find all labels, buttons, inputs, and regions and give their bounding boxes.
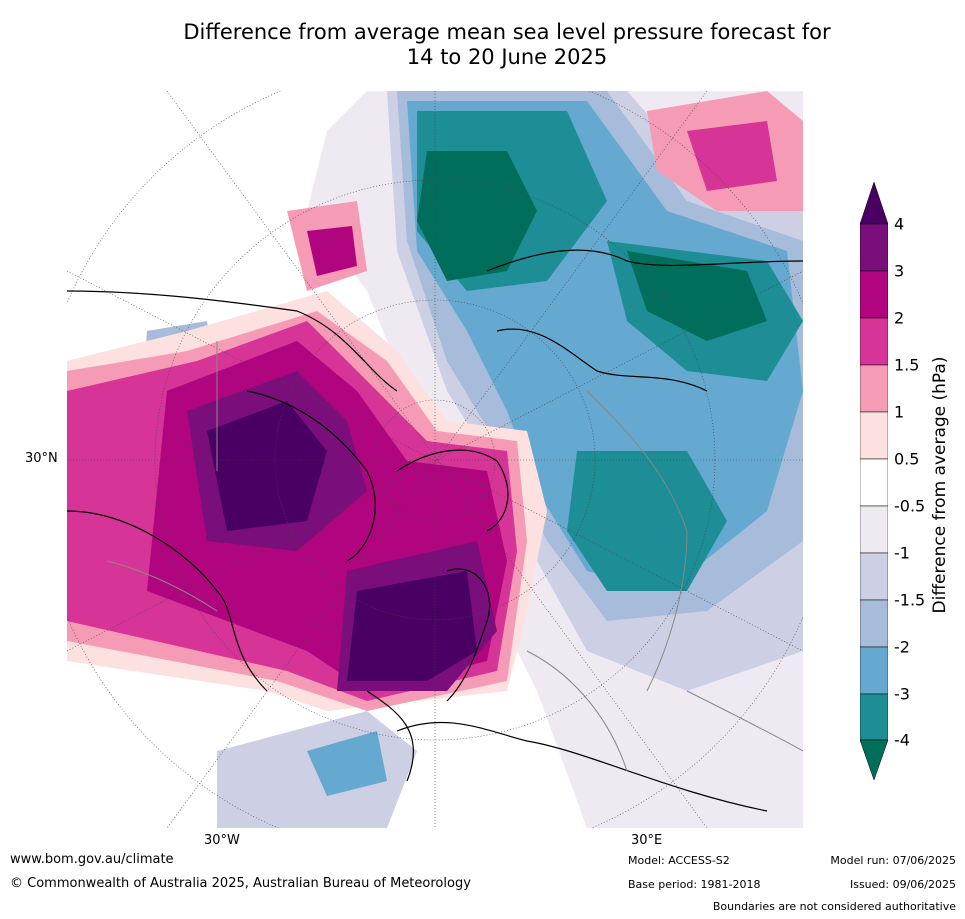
- colorbar-seg-neg1-neg1.5: [860, 552, 888, 601]
- footer-url[interactable]: www.bom.gov.au/climate: [10, 852, 174, 867]
- negative-anomaly-level6: [417, 151, 537, 281]
- colorbar-title: Difference from average (hPa): [930, 356, 950, 614]
- map-svg: [67, 91, 803, 828]
- negative-anomaly-mediterranean-core: [307, 731, 387, 796]
- colorbar-tick-1.5: 1.5: [894, 355, 920, 375]
- footer-base-period: Base period: 1981-2018: [628, 878, 761, 891]
- footer-issued: Issued: 09/06/2025: [849, 878, 956, 891]
- colorbar-seg-1-1.5: [860, 364, 888, 413]
- colorbar-seg-neg1.5-neg2: [860, 599, 888, 648]
- positive-anomaly-pacific-core: [687, 121, 777, 191]
- colorbar-seg-neg3-neg4: [860, 693, 888, 741]
- map-title: Difference from average mean sea level p…: [0, 20, 965, 70]
- coastlines: [67, 249, 803, 812]
- footer-model-run: Model run: 07/06/2025: [830, 854, 956, 867]
- positive-anomaly-level6b: [347, 571, 477, 681]
- lat-label-30n: 30°N: [25, 451, 58, 466]
- colorbar-seg-neg2-neg3: [860, 646, 888, 695]
- colorbar-tick-1: 1: [894, 402, 905, 422]
- colorbar-upper-arrow: [860, 182, 888, 225]
- colorbar-tick-4: 4: [894, 214, 905, 234]
- colorbar-seg-neutral: [860, 458, 888, 507]
- negative-anomaly-level6b: [627, 251, 767, 341]
- colorbar-seg-1.5-2: [860, 317, 888, 366]
- positive-anomaly-level6: [207, 401, 327, 531]
- title-line-2: 14 to 20 June 2025: [406, 45, 608, 69]
- colorbar-seg-neg0.5-neg1: [860, 505, 888, 554]
- graticule: [67, 91, 803, 828]
- lon-label-30w: 30°W: [204, 833, 240, 848]
- negative-anomaly-level5c: [567, 451, 727, 591]
- colorbar-seg-2-3: [860, 270, 888, 319]
- colorbar-lower-arrow: [860, 739, 888, 781]
- colorbar-tick-2: 2: [894, 308, 905, 328]
- footer-model: Model: ACCESS-S2: [628, 854, 730, 867]
- colorbar: [860, 182, 888, 781]
- title-line-1: Difference from average mean sea level p…: [183, 20, 831, 44]
- footer-disclaimer: Boundaries are not considered authoritat…: [712, 900, 956, 913]
- colorbar-tick-0.5: 0.5: [894, 449, 920, 469]
- colorbar-tick-neg4: -4: [894, 730, 910, 750]
- colorbar-tick-neg1.5: -1.5: [894, 590, 926, 610]
- pressure-anomaly-map: [67, 91, 803, 828]
- colorbar-tick-neg0.5: -0.5: [894, 496, 926, 516]
- colorbar-tick-neg2: -2: [894, 637, 910, 657]
- colorbar-seg-3-4: [860, 223, 888, 272]
- colorbar-tick-neg1: -1: [894, 543, 910, 563]
- colorbar-tick-neg3: -3: [894, 684, 910, 704]
- colorbar-tick-3: 3: [894, 261, 905, 281]
- footer-copyright: © Commonwealth of Australia 2025, Austra…: [10, 876, 471, 891]
- country-borders: [106, 340, 803, 772]
- lon-label-30e: 30°E: [631, 833, 663, 848]
- colorbar-seg-0.5-1: [860, 411, 888, 460]
- positive-anomaly-alaska-core: [307, 226, 357, 276]
